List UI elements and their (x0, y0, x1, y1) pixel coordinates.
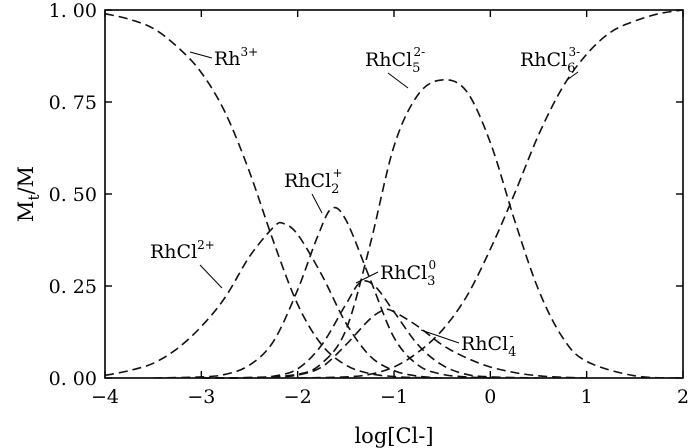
y-tick-label: 0. 25 (49, 276, 97, 298)
rhcl5-curve (201, 78, 684, 379)
x-tick-label: −4 (91, 386, 119, 408)
y-tick-label: 1. 00 (49, 0, 97, 22)
x-tick-label: 1 (581, 386, 593, 408)
label-rh3-leader (189, 51, 213, 59)
x-axis-title: log[Cl-] (354, 424, 433, 448)
rhcl6-curve (297, 9, 684, 379)
y-tick-label: 0. 75 (49, 92, 97, 114)
axis-ticks: −4 −3 −2 −1 0 1 2 0. 00 0. 25 0. 50 0. 75 1. 00 (49, 0, 689, 408)
y-tick-label: 0. 00 (49, 368, 97, 390)
x-tick-label: −2 (284, 386, 312, 408)
species-labels: Rh3+ RhCl2+ RhCl2+ RhCl30 RhCl4- RhCl52- RhCl6… (150, 45, 580, 360)
label-rhcl4-leader (420, 329, 460, 344)
label-rhcl4: RhCl4- (461, 329, 516, 360)
label-rhcl3: RhCl30 (380, 258, 436, 289)
rhcl-2plus-curve (104, 221, 443, 379)
x-tick-label: 0 (484, 386, 496, 408)
rhcl2-curve (153, 206, 491, 379)
label-rh3: Rh3+ (214, 45, 258, 70)
label-rhcl-2plus-leader (199, 264, 223, 289)
label-rhcl3-leader (355, 271, 379, 284)
label-rhcl5-leader (387, 72, 409, 89)
label-rhcl2-leader (311, 193, 323, 214)
label-rhcl6-leader (566, 71, 579, 81)
label-rhcl5: RhCl52- (365, 45, 425, 76)
x-tick-label: 2 (677, 386, 689, 408)
label-rhcl6: RhCl63- (520, 45, 580, 76)
y-axis-title: Mt/M (14, 166, 43, 222)
rhcl4-curve (201, 308, 587, 379)
rh3-curve (104, 12, 443, 379)
y-tick-label: 0. 50 (49, 184, 97, 206)
series-lines (104, 9, 684, 379)
label-rhcl2: RhCl2+ (284, 166, 343, 197)
label-rhcl-2plus: RhCl2+ (150, 238, 215, 263)
x-tick-label: −1 (380, 386, 408, 408)
x-tick-label: −3 (187, 386, 215, 408)
